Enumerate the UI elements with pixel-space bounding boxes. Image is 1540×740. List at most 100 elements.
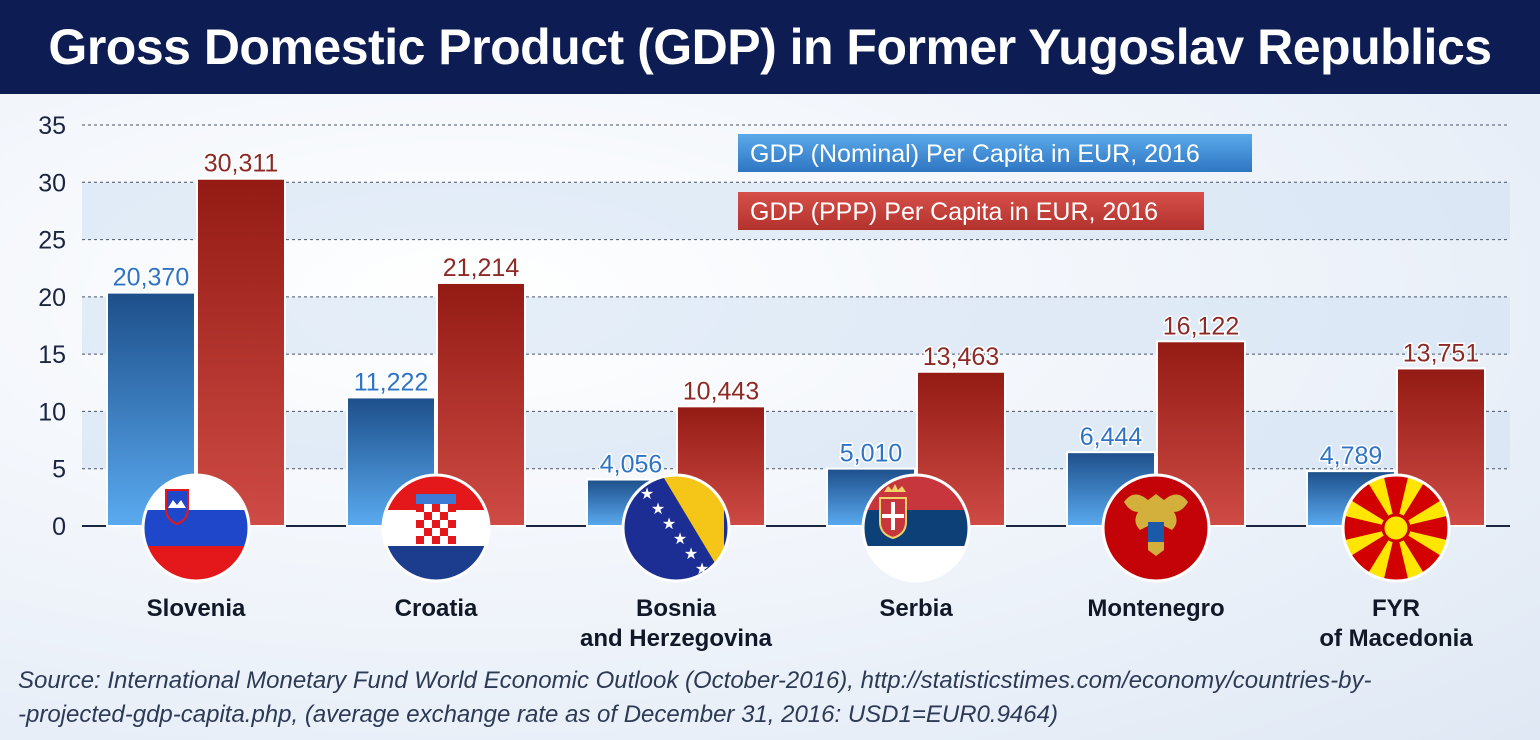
macedonia-flag-icon bbox=[1343, 475, 1449, 581]
data-label: 13,463 bbox=[923, 343, 999, 371]
coat-of-arms bbox=[440, 528, 448, 536]
flag-ring bbox=[1341, 473, 1451, 583]
coat-of-arms bbox=[416, 520, 424, 528]
flag-triangle bbox=[658, 475, 724, 578]
montenegro-flag-icon bbox=[1103, 475, 1209, 581]
coat-of-arms bbox=[448, 504, 456, 512]
data-label: 20,370 bbox=[113, 264, 189, 292]
coat-of-arms bbox=[432, 520, 440, 528]
flag-ray bbox=[1343, 486, 1396, 528]
flag-ring bbox=[381, 473, 491, 583]
title-bar bbox=[0, 0, 1540, 94]
coat-of-arms bbox=[432, 504, 440, 512]
serbia-flag-icon bbox=[863, 475, 969, 581]
grid-band bbox=[82, 296, 1510, 355]
data-label: 4,056 bbox=[600, 451, 663, 479]
coat-of-arms bbox=[416, 494, 456, 504]
flag-ring bbox=[861, 473, 971, 583]
flag-sun bbox=[1381, 513, 1411, 543]
y-tick-label: 20 bbox=[38, 284, 66, 312]
flag-ring bbox=[1101, 473, 1211, 583]
coat-of-arms bbox=[416, 528, 424, 536]
data-label: 11,222 bbox=[354, 368, 429, 396]
category-label: Montenegro bbox=[1087, 595, 1224, 622]
coat-of-arms bbox=[448, 528, 456, 536]
data-label: 13,751 bbox=[1403, 339, 1479, 367]
category-label: Croatia bbox=[395, 595, 478, 622]
legend-box-ppp bbox=[738, 192, 1204, 230]
category-label: Bosnia bbox=[636, 595, 717, 622]
data-label: 10,443 bbox=[683, 377, 759, 405]
bar-ppp bbox=[196, 177, 286, 528]
chart-title: Gross Domestic Product (GDP) in Former Y… bbox=[48, 19, 1492, 75]
category-label: and Herzegovina bbox=[580, 625, 773, 652]
legend-label-ppp: GDP (PPP) Per Capita in EUR, 2016 bbox=[750, 198, 1158, 226]
coat-of-arms bbox=[424, 536, 432, 544]
coat-of-arms bbox=[432, 512, 440, 520]
data-label: 30,311 bbox=[204, 150, 279, 178]
coat-of-arms bbox=[432, 536, 440, 544]
coat-of-arms bbox=[440, 504, 448, 512]
flag-ray bbox=[1396, 528, 1449, 570]
y-tick-label: 30 bbox=[38, 169, 66, 197]
coat-of-arms bbox=[424, 528, 432, 536]
flag-ray bbox=[1396, 475, 1438, 528]
coat-of-arms bbox=[448, 512, 456, 520]
coat-of-arms bbox=[448, 520, 456, 528]
category-label: of Macedonia bbox=[1319, 625, 1473, 652]
coat-of-arms bbox=[432, 528, 440, 536]
flag-ray bbox=[1354, 475, 1396, 528]
data-label: 6,444 bbox=[1080, 423, 1143, 451]
slovenia-flag-icon bbox=[143, 475, 249, 581]
flag-stripe bbox=[863, 510, 969, 546]
coat-of-arms bbox=[884, 484, 906, 492]
coat-of-arms bbox=[448, 536, 456, 544]
coat-of-arms bbox=[416, 504, 424, 512]
flag-ring bbox=[141, 473, 251, 583]
flag-star: ★ bbox=[651, 499, 665, 518]
flag-stripe bbox=[143, 510, 249, 546]
data-label: 5,010 bbox=[840, 440, 903, 468]
coat-of-arms bbox=[424, 504, 432, 512]
coat-of-arms bbox=[882, 514, 904, 518]
coat-of-arms bbox=[416, 536, 424, 544]
flag-star: ★ bbox=[684, 544, 698, 563]
data-label: 21,214 bbox=[443, 254, 520, 282]
category-label: Serbia bbox=[879, 595, 953, 622]
flag-star: ★ bbox=[662, 514, 676, 533]
flag-ray bbox=[1354, 528, 1396, 581]
y-tick-label: 25 bbox=[38, 227, 66, 255]
coat-of-arms bbox=[1148, 522, 1164, 542]
category-label: Slovenia bbox=[147, 595, 246, 622]
bosnia-flag-icon: ★★★★★★★ bbox=[623, 475, 729, 581]
bar-chart: 0 5 10 15 20 25 30 35 20,370 30,311 11,222 21,214 4… bbox=[38, 112, 1510, 652]
flag-ray bbox=[1343, 528, 1396, 570]
flag-ray bbox=[1396, 528, 1438, 581]
legend-label-nominal: GDP (Nominal) Per Capita in EUR, 2016 bbox=[750, 140, 1200, 168]
y-tick-label: 35 bbox=[38, 112, 66, 140]
croatia-flag-icon bbox=[383, 475, 489, 581]
chart-legend: GDP (Nominal) Per Capita in EUR, 2016 GD… bbox=[738, 134, 1252, 230]
coat-of-arms bbox=[440, 512, 448, 520]
coat-of-arms bbox=[440, 536, 448, 544]
coat-of-arms bbox=[168, 500, 186, 508]
source-line-2: -projected-gdp-capita.php, (average exch… bbox=[18, 701, 1058, 728]
coat-of-arms bbox=[416, 512, 424, 520]
grid-band bbox=[82, 411, 1510, 469]
data-label: 16,122 bbox=[1163, 312, 1239, 340]
flag-star: ★ bbox=[640, 484, 654, 503]
flag-ray bbox=[1396, 486, 1449, 528]
category-label: FYR bbox=[1372, 595, 1420, 622]
flag-star: ★ bbox=[673, 529, 687, 548]
coat-of-arms bbox=[440, 520, 448, 528]
source-note: Source: International Monetary Fund Worl… bbox=[18, 664, 1528, 732]
y-tick-label: 15 bbox=[38, 341, 66, 369]
flag-ring bbox=[621, 473, 731, 583]
source-line-1: Source: International Monetary Fund Worl… bbox=[18, 667, 1372, 694]
coat-of-arms bbox=[424, 512, 432, 520]
y-tick-label: 5 bbox=[52, 456, 66, 484]
data-label: 4,789 bbox=[1320, 442, 1383, 470]
coat-of-arms bbox=[424, 520, 432, 528]
y-tick-label: 0 bbox=[52, 513, 66, 541]
